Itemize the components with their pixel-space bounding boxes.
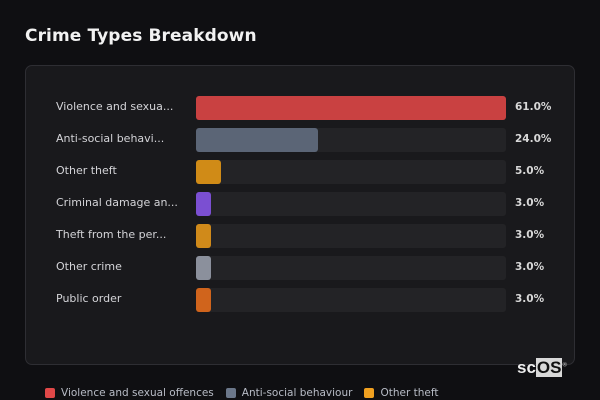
bar-row: Anti-social behavi... 24.0% [26,128,574,152]
legend-swatch [225,388,236,398]
bar [196,288,212,312]
bar [196,192,212,216]
legend-label: Other theft [380,387,439,399]
bar-value-label: 5.0% [515,165,545,177]
bar-label: Theft from the per... [56,228,167,241]
bar-label: Other crime [56,260,122,273]
bar-value-label: 24.0% [515,133,552,145]
bar-track [196,288,506,312]
bar-value-label: 3.0% [515,229,545,241]
chart-panel: Violence and sexua... 61.0% Anti-social be… [25,65,575,365]
legend-label: Violence and sexual offences [61,387,214,399]
legend-item[interactable]: Other theft [364,387,438,399]
bar-label: Anti-social behavi... [56,132,165,145]
bar [196,96,506,120]
bar-row: Violence and sexua... 61.0% [26,96,574,120]
bar-label: Other theft [56,164,117,177]
legend-item[interactable]: Violence and sexual offences [45,387,214,399]
bar [196,224,212,248]
bar [196,160,222,184]
bar-track [196,224,506,248]
legend-swatch [364,388,375,398]
bar-value-label: 61.0% [515,101,552,113]
bar [196,128,318,152]
bar-label: Criminal damage an... [56,196,178,209]
bar-value-label: 3.0% [515,293,545,305]
bar-track [196,160,506,184]
bar-value-label: 3.0% [515,261,545,273]
bar-row: Other crime 3.0% [26,256,574,280]
bar-track [196,256,506,280]
bar-track [196,96,506,120]
bar-row: Theft from the per... 3.0% [26,224,574,248]
bar-label: Public order [56,292,122,305]
legend-item[interactable]: Anti-social behaviour [225,387,353,399]
chart-title: Crime Types Breakdown [25,26,257,46]
bar-row: Criminal damage an... 3.0% [26,192,574,216]
legend-label: Anti-social behaviour [241,387,353,399]
scos-logo: scOS® [517,358,567,377]
legend-swatch [45,388,55,398]
legend: Violence and sexual offences Anti-social … [45,387,438,399]
bar-label: Violence and sexua... [56,100,174,113]
bar-track [196,192,506,216]
bar-track [196,128,506,152]
bar-value-label: 3.0% [515,197,545,209]
bar [196,256,212,280]
bar-row: Other theft 5.0% [26,160,574,184]
bar-row: Public order 3.0% [26,288,574,312]
